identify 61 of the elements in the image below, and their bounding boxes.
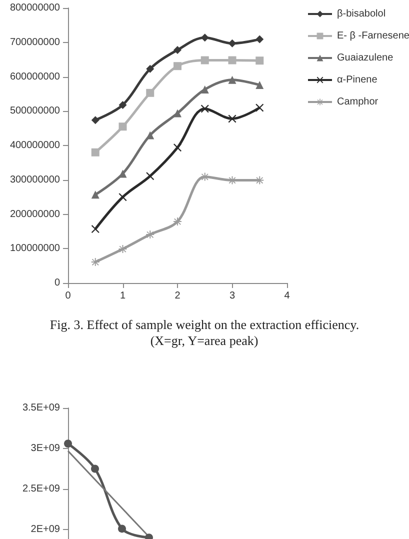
point [174, 217, 182, 226]
point [228, 39, 236, 48]
y-tick-label: 0 [54, 278, 60, 288]
point [228, 76, 236, 84]
point [200, 172, 209, 181]
point [146, 88, 154, 97]
point [91, 464, 99, 473]
y-tick-label: 700000000 [10, 36, 60, 48]
y-tick-label: 200000000 [10, 208, 60, 220]
point [64, 440, 72, 448]
x-tick-label: 0 [65, 290, 72, 302]
legend-label: Camphor [337, 96, 379, 108]
point [146, 64, 154, 73]
point [256, 81, 264, 89]
legend-label: E- β -Farnesene [337, 30, 409, 42]
point [174, 109, 182, 118]
point [91, 190, 100, 199]
y-tick-label: 800000000 [10, 2, 60, 14]
y-tick-label: 600000000 [10, 71, 60, 82]
point [174, 144, 182, 152]
point [91, 225, 100, 234]
point [146, 131, 154, 140]
y-tick-label: 400000000 [10, 140, 60, 151]
legend-label: α-Pinene [337, 74, 378, 86]
point [118, 122, 127, 131]
y-tick-label: 500000000 [10, 106, 60, 117]
point [228, 114, 236, 123]
x-tick-label: 2 [174, 290, 181, 302]
point [146, 172, 154, 180]
point [228, 176, 236, 184]
point [118, 524, 126, 533]
x-tick-label: 1 [120, 290, 126, 302]
point [174, 46, 182, 54]
text: (X=gr, Y=area peak) [150, 333, 258, 348]
x-tick-label: 3 [229, 290, 236, 302]
y-tick-label: 100000000 [10, 243, 60, 254]
x-tick-label: 4 [284, 290, 290, 302]
point [200, 85, 209, 94]
point [200, 34, 209, 42]
legend-label: Guaiazulene [337, 52, 394, 64]
point [228, 56, 236, 64]
point [118, 100, 127, 109]
point [200, 56, 209, 64]
point [256, 35, 264, 44]
legend-label: β-bisabolol [337, 8, 386, 20]
y-tick-label: 2.5E+09 [22, 484, 60, 494]
point [146, 230, 154, 239]
point [174, 62, 182, 70]
caption: Fig. 3. Effect of sample weight on the extraction efficiency. [50, 317, 360, 332]
point [118, 193, 127, 202]
point [256, 56, 264, 65]
y-tick-label: 300000000 [10, 174, 60, 186]
y-tick-label: 3E+09 [30, 443, 60, 454]
y-tick-label: 2E+09 [30, 524, 60, 535]
point [91, 258, 100, 266]
point [91, 116, 100, 124]
point [256, 104, 264, 112]
point [91, 148, 100, 156]
y-tick-label: 3.5E+09 [22, 402, 60, 414]
point [256, 176, 264, 184]
point [200, 104, 209, 113]
